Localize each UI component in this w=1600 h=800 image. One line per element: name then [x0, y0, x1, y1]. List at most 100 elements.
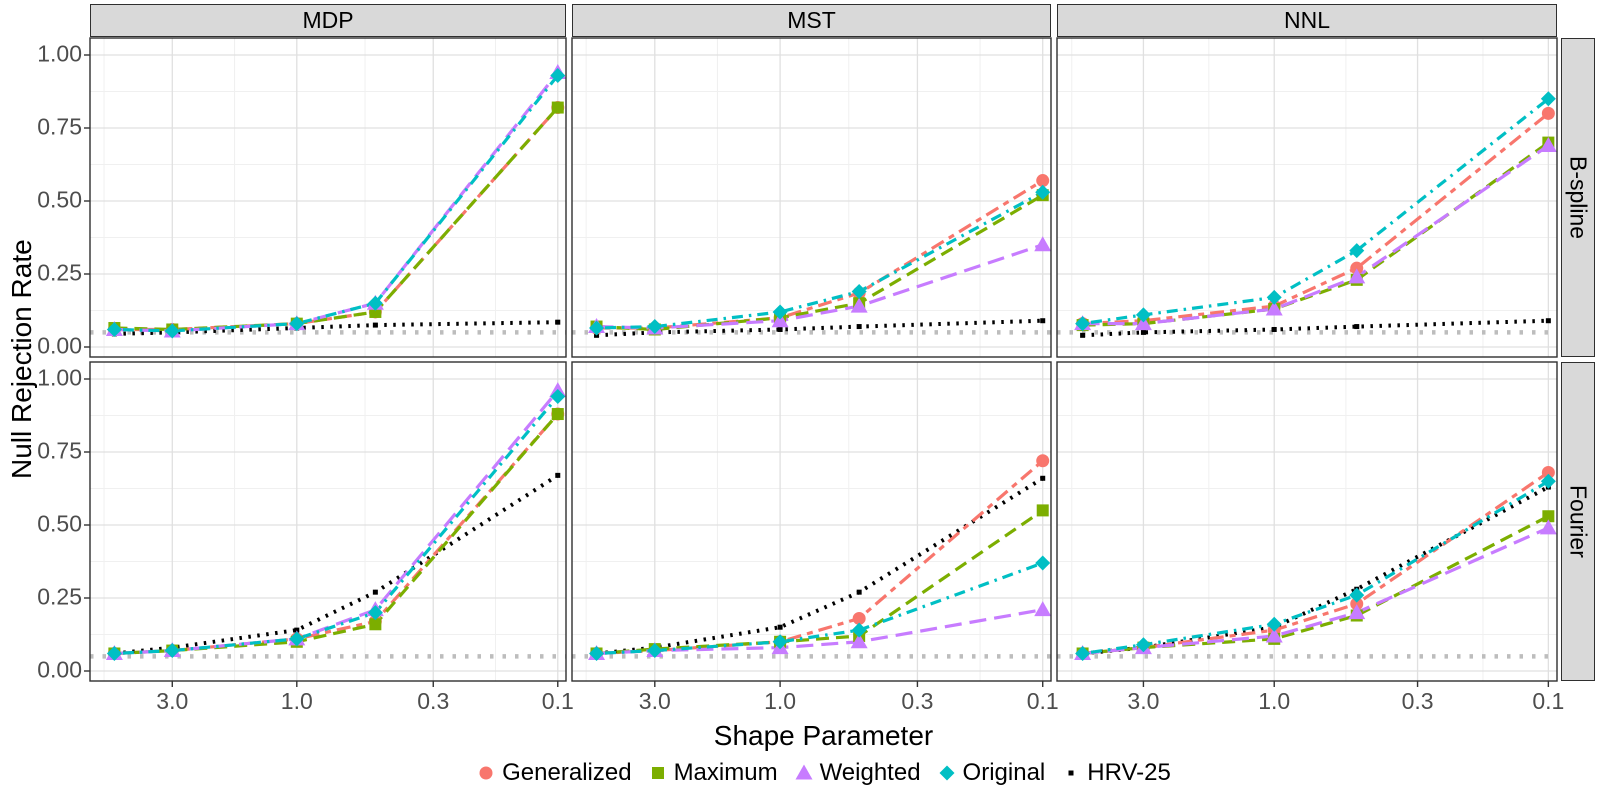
- series-marker-HRV-25: [1140, 329, 1146, 335]
- series-marker-HRV-25: [777, 326, 783, 332]
- series-marker-Weighted: [1034, 601, 1051, 617]
- panel-background: [90, 38, 566, 357]
- series-marker-Original: [106, 645, 122, 661]
- y-tick-label: 1.00: [37, 364, 82, 391]
- series-marker-HRV-25: [856, 324, 862, 330]
- series-marker-Original: [1035, 184, 1051, 200]
- series-line-Original: [596, 561, 1044, 656]
- series-marker-Weighted: [1265, 627, 1283, 643]
- panel-border: [89, 37, 567, 358]
- series-marker-Maximum: [551, 408, 564, 421]
- series-marker-Weighted: [771, 312, 789, 328]
- series-marker-Original: [772, 634, 788, 650]
- series-marker-Original: [164, 643, 180, 659]
- legend-item-label: Maximum: [673, 759, 778, 786]
- panel-border: [571, 37, 1052, 358]
- series-marker-Original: [550, 67, 566, 83]
- series-marker-Original: [647, 319, 663, 335]
- legend-item-original: Original: [937, 759, 1046, 787]
- series-marker-Original: [589, 645, 605, 661]
- panel-background: [1057, 38, 1557, 357]
- legend-marker-Original: [939, 765, 955, 781]
- series-marker-Weighted: [1034, 236, 1051, 252]
- legend-key-triangle-icon: [795, 764, 813, 780]
- series-marker-HRV-25: [555, 319, 561, 325]
- legend-item-label: Weighted: [819, 759, 921, 786]
- legend-key-square-icon: [651, 767, 664, 779]
- facet-panel-MST-B-spline: [571, 37, 1052, 358]
- series-marker-Original: [851, 284, 867, 300]
- series-marker-Original: [1540, 91, 1556, 107]
- series-marker-Original: [1266, 289, 1282, 305]
- series-marker-Original: [1075, 316, 1091, 332]
- legend-item-hrv-25: HRV-25: [1061, 759, 1171, 787]
- legend-key-diamond-icon: [939, 765, 955, 781]
- x-tick-label: 3.0: [1127, 688, 1160, 714]
- legend-item-label: HRV-25: [1087, 759, 1171, 786]
- series-marker-Generalized: [1541, 106, 1555, 120]
- facet-strip-bspline-label: B-spline: [1565, 155, 1592, 240]
- facet-panel-NNL-Fourier: [1056, 361, 1558, 682]
- series-marker-HRV-25: [1040, 475, 1046, 481]
- y-tick-label: 0.25: [37, 259, 82, 286]
- series-marker-Original: [772, 304, 788, 320]
- panel-border: [1056, 37, 1558, 358]
- facet-strip-fourier: Fourier: [1561, 362, 1595, 681]
- x-tick-label: 3.0: [156, 688, 189, 714]
- series-marker-Generalized: [1541, 465, 1555, 479]
- series-marker-Original: [1035, 555, 1051, 571]
- series-line-Weighted: [1082, 144, 1550, 326]
- series-marker-Original: [164, 323, 180, 339]
- series-marker-Generalized: [1036, 454, 1050, 468]
- legend-key-circle-icon: [479, 766, 493, 780]
- series-line-Original: [596, 190, 1044, 330]
- facet-strip-mdp: MDP: [90, 4, 566, 37]
- series-marker-Maximum: [1542, 510, 1555, 523]
- x-axis-title: Shape Parameter: [713, 720, 934, 751]
- x-tick-label: 1.0: [1258, 688, 1291, 714]
- series-marker-HRV-25: [1040, 318, 1046, 324]
- legend-item-generalized: Generalized: [476, 759, 632, 787]
- legend-item-maximum: Maximum: [648, 759, 778, 787]
- panel-border: [89, 361, 567, 682]
- y-tick-label: 0.00: [37, 332, 82, 359]
- series-marker-Generalized: [1036, 174, 1050, 188]
- series-marker-Weighted: [1265, 300, 1283, 316]
- series-marker-Maximum: [1036, 504, 1049, 517]
- series-line-Original: [114, 74, 560, 333]
- facet-strip-nnl: NNL: [1057, 4, 1557, 37]
- x-tick-label: 0.1: [1532, 688, 1565, 714]
- facet-panel-MST-Fourier: [571, 361, 1052, 682]
- series-marker-Original: [1135, 637, 1151, 653]
- series-marker-HRV-25: [1080, 332, 1086, 338]
- series-marker-HRV-25: [372, 589, 378, 595]
- series-marker-Original: [1075, 645, 1091, 661]
- x-tick-label: 0.3: [901, 688, 934, 714]
- series-marker-Generalized: [852, 611, 866, 625]
- series-marker-Weighted: [1539, 519, 1557, 535]
- series-marker-Original: [647, 643, 663, 659]
- facet-strip-bspline: B-spline: [1561, 38, 1595, 357]
- legend-marker-HRV-25: [1068, 770, 1074, 776]
- legend-marker-Maximum: [651, 767, 664, 779]
- facet-panel-MDP-B-spline: [89, 37, 567, 358]
- series-marker-HRV-25: [1271, 326, 1277, 332]
- series-marker-HRV-25: [555, 472, 561, 478]
- y-tick-label: 0.50: [37, 186, 82, 213]
- series-marker-Original: [851, 622, 867, 638]
- series-line-Original: [114, 395, 560, 656]
- facet-strip-mst: MST: [572, 4, 1051, 37]
- legend: Generalized Maximum Weighted Original HRV-25: [90, 759, 1557, 787]
- series-line-HRV-25: [596, 318, 1043, 338]
- series-marker-Generalized: [1350, 597, 1364, 611]
- legend-item-label: Original: [962, 759, 1046, 786]
- series-marker-HRV-25: [856, 589, 862, 595]
- series-marker-Weighted: [850, 633, 868, 649]
- series-marker-Original: [289, 631, 305, 647]
- x-tick-label: 0.1: [541, 688, 574, 714]
- series-marker-Weighted: [1539, 137, 1557, 153]
- x-tick-label: 3.0: [638, 688, 671, 714]
- y-tick-label: 1.00: [37, 40, 82, 67]
- series-marker-Original: [1540, 473, 1556, 489]
